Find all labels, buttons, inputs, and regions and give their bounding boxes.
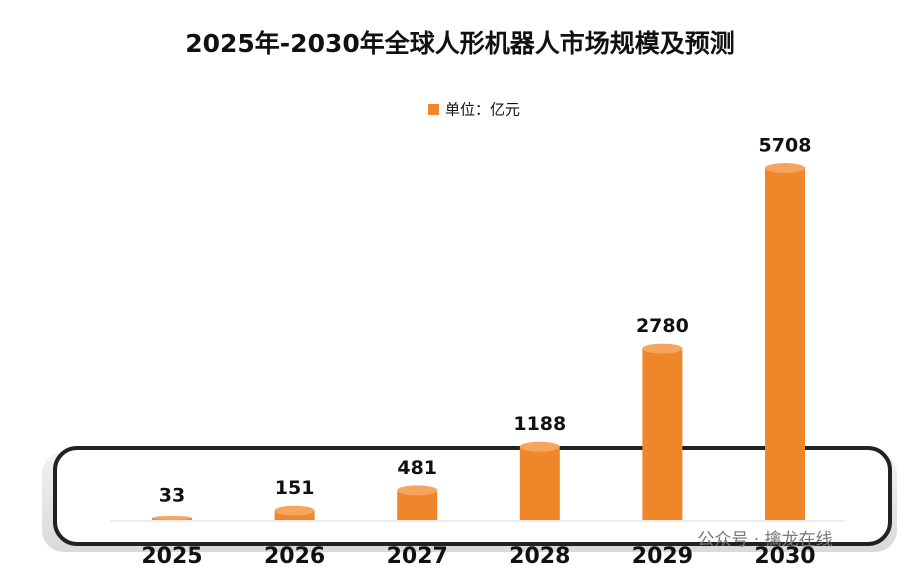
bar (642, 348, 683, 520)
x-tick-label: 2030 (754, 544, 815, 569)
legend-swatch (428, 104, 439, 115)
bar-cap (519, 441, 560, 452)
value-label: 151 (275, 477, 315, 499)
x-tick-label: 2027 (387, 544, 448, 569)
chart-title: 2025年-2030年全球人形机器人市场规模及预测 (185, 29, 735, 58)
watermark: 公众号 · 擒龙在线 (697, 530, 832, 550)
value-label: 5708 (759, 135, 812, 157)
bar-cap (642, 343, 683, 354)
value-label: 2780 (636, 315, 689, 337)
x-tick-label: 2028 (509, 544, 570, 569)
value-label: 481 (397, 457, 437, 479)
bar (519, 446, 560, 520)
bar-cap (152, 515, 192, 520)
bar (765, 168, 805, 520)
value-label: 33 (159, 484, 185, 506)
x-tick-label: 2026 (264, 544, 325, 569)
bar-cap (274, 505, 315, 516)
legend-label: 单位：亿元 (445, 101, 520, 119)
x-tick-label: 2029 (632, 544, 693, 569)
value-label: 1188 (513, 413, 566, 435)
x-tick-label: 2025 (141, 544, 202, 569)
bar-cap (765, 163, 805, 173)
bar-cap (397, 485, 438, 496)
